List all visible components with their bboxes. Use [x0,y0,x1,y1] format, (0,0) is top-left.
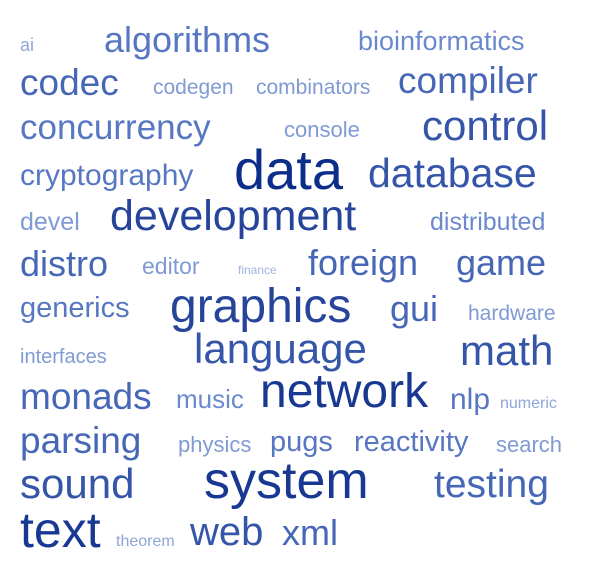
tag-search[interactable]: search [496,432,563,457]
tag-xml[interactable]: xml [282,512,338,553]
tag-math[interactable]: math [460,327,554,374]
tag-development[interactable]: development [110,192,357,240]
tag-pugs[interactable]: pugs [270,426,333,458]
tag-monads[interactable]: monads [20,376,152,417]
tag-devel[interactable]: devel [20,208,80,236]
tag-distro[interactable]: distro [20,243,109,284]
tag-distributed[interactable]: distributed [430,208,546,236]
tag-ai[interactable]: ai [20,35,35,55]
tag-system[interactable]: system [204,452,369,510]
tag-algorithms[interactable]: algorithms [104,19,271,60]
tag-compiler[interactable]: compiler [398,60,538,101]
tag-parsing[interactable]: parsing [20,420,142,461]
tag-console[interactable]: console [284,117,360,142]
tag-sound[interactable]: sound [20,460,135,507]
tag-codec[interactable]: codec [20,62,119,103]
tag-game[interactable]: game [456,242,547,283]
tag-database[interactable]: database [368,150,537,196]
tag-text[interactable]: text [20,502,101,558]
tag-testing[interactable]: testing [434,463,549,506]
tag-gui[interactable]: gui [390,288,439,329]
tag-interfaces[interactable]: interfaces [20,346,107,368]
tag-cryptography[interactable]: cryptography [20,159,194,192]
tag-finance[interactable]: finance [238,263,277,277]
tag-editor[interactable]: editor [142,253,200,279]
tag-web[interactable]: web [190,510,264,554]
tag-network[interactable]: network [260,365,429,418]
tag-bioinformatics[interactable]: bioinformatics [358,26,525,56]
tag-nlp[interactable]: nlp [450,383,491,416]
tag-music[interactable]: music [176,384,244,414]
tag-generics[interactable]: generics [20,292,130,324]
tag-data[interactable]: data [234,138,343,201]
tag-physics[interactable]: physics [178,432,252,457]
tag-control[interactable]: control [422,102,549,149]
tag-codegen[interactable]: codegen [153,76,234,99]
tag-language[interactable]: language [194,325,367,372]
tag-numeric[interactable]: numeric [500,395,557,412]
tag-reactivity[interactable]: reactivity [354,426,469,458]
tag-combinators[interactable]: combinators [256,76,371,99]
tag-graphics[interactable]: graphics [170,280,352,333]
tag-concurrency[interactable]: concurrency [20,108,211,147]
tag-hardware[interactable]: hardware [468,302,556,325]
tag-foreign[interactable]: foreign [308,242,419,283]
tag-theorem[interactable]: theorem [116,533,175,550]
